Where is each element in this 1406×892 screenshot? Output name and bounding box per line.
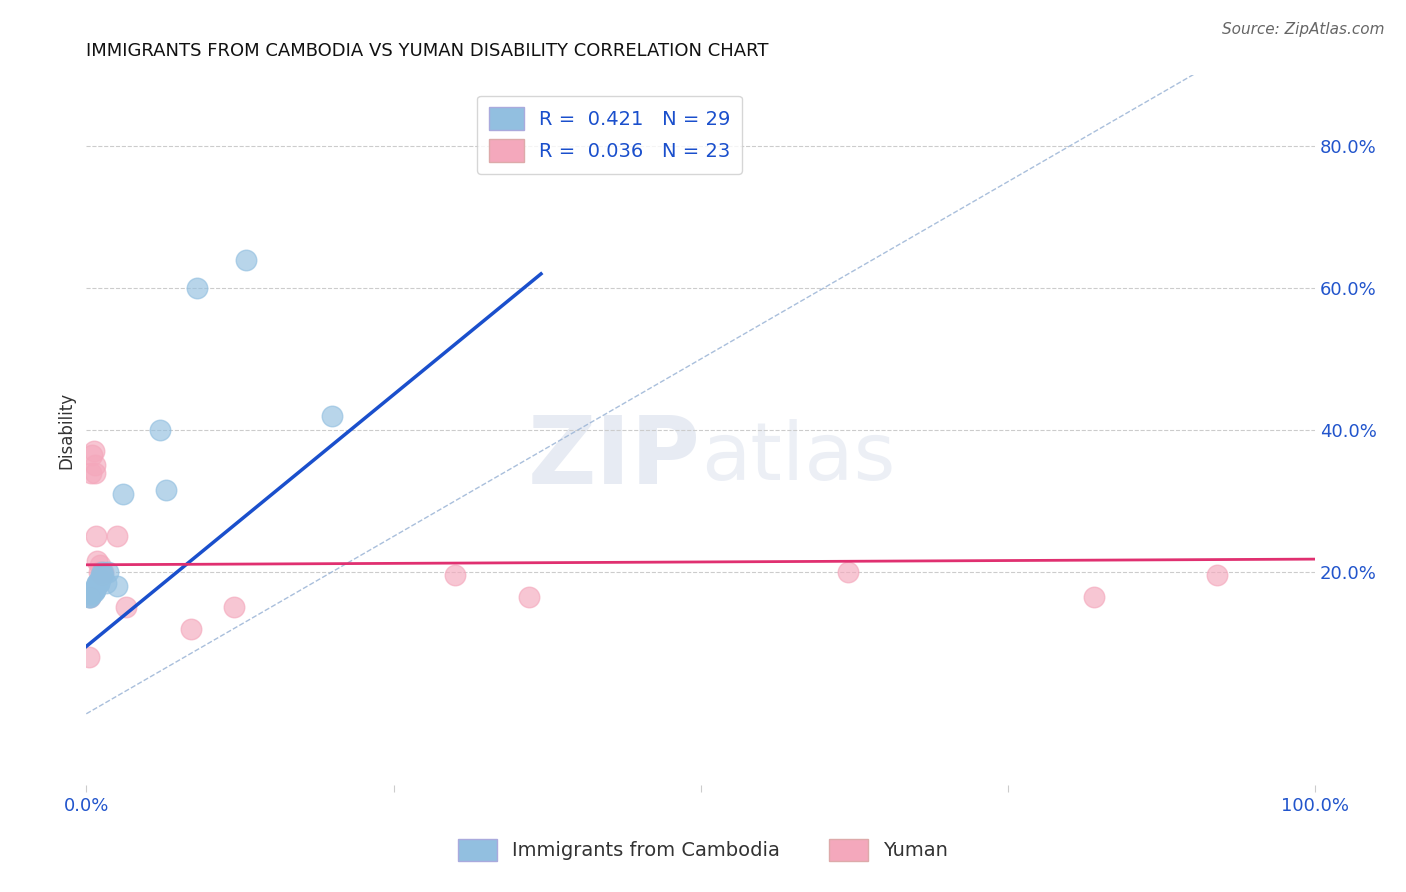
Point [149,423,172,437]
Point [1083,590,1105,604]
Point [86,575,108,590]
Point [87,565,110,579]
Point [94,575,117,590]
Text: atlas: atlas [700,419,896,498]
Point [83,466,105,480]
Point [77,650,100,665]
Y-axis label: Disability: Disability [58,392,75,468]
Point [86,575,108,590]
Point [114,600,136,615]
Point [80,466,103,480]
Point [84,579,107,593]
Point [155,483,177,498]
Legend: R =  0.421   N = 29, R =  0.036   N = 23: R = 0.421 N = 29, R = 0.036 N = 23 [477,95,742,174]
Point [105,579,128,593]
Point [91,568,114,582]
Point [84,529,107,543]
Point [97,565,120,579]
Point [77,590,100,604]
Point [89,572,111,586]
Point [79,590,101,604]
Point [93,568,115,582]
Point [83,458,105,473]
Point [82,584,104,599]
Text: IMMIGRANTS FROM CAMBODIA VS YUMAN DISABILITY CORRELATION CHART: IMMIGRANTS FROM CAMBODIA VS YUMAN DISABI… [86,42,769,60]
Point [86,554,108,568]
Point [105,529,128,543]
Point [84,579,107,593]
Point [186,281,208,295]
Point [87,575,110,590]
Point [222,600,245,615]
Point [180,622,202,636]
Point [517,590,540,604]
Point [89,558,111,572]
Point [444,568,467,582]
Point [83,582,105,597]
Point [79,590,101,604]
Text: Source: ZipAtlas.com: Source: ZipAtlas.com [1222,22,1385,37]
Point [87,575,110,590]
Point [93,565,115,579]
Point [235,252,257,267]
Point [82,448,104,462]
Point [83,582,105,597]
Legend: Immigrants from Cambodia, Yuman: Immigrants from Cambodia, Yuman [450,830,956,869]
Point [1205,568,1227,582]
Point [83,584,105,599]
Point [83,582,105,597]
Point [82,586,104,600]
Text: ZIP: ZIP [527,412,700,504]
Point [90,565,112,579]
Point [80,588,103,602]
Point [112,487,135,501]
Point [90,568,112,582]
Point [321,409,343,423]
Point [91,565,114,579]
Point [80,586,103,600]
Point [837,565,859,579]
Point [83,444,105,458]
